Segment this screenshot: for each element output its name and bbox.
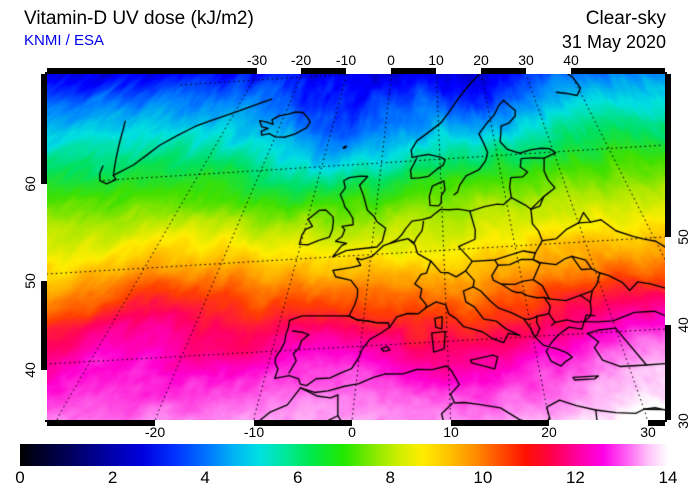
colorbar-tick-label: 14 [658,468,678,487]
colorbar-tick-label: 10 [473,468,493,487]
axis-tick-label-top: -20 [290,52,312,68]
colorbar-tick-label: 8 [385,468,396,487]
uv-dose-map [47,74,665,420]
axis-ticks-bottom [47,420,665,426]
colorbar-tick-label: 0 [15,468,25,487]
axis-tick-label-right: 50 [674,229,688,245]
map-raster [47,74,665,420]
axis-tick-label-bottom: 0 [348,424,356,440]
colorbar-gradient [20,444,668,466]
axis-ticks-top [47,68,665,74]
axis-tick-label-top: 40 [563,52,579,68]
axis-tick-label-bottom: 20 [541,424,557,440]
axis-tick-label-top: 30 [518,52,534,68]
page-title: Vitamin-D UV dose (kJ/m2) [24,8,254,29]
axis-ticks-left [41,74,47,420]
axis-tick-label-left: 60 [21,176,38,192]
axis-tick-label-left: 40 [21,362,38,378]
axis-tick-label-bottom: 30 [640,424,656,440]
condition-label: Clear-sky [585,8,666,29]
axis-tick-label-left: 50 [21,273,38,289]
colorbar-tick-label: 4 [200,468,210,487]
axis-tick-label-top: -10 [335,52,357,68]
colorbar-tick-label: 2 [107,468,118,487]
axis-tick-label-bottom: 10 [443,424,459,440]
colorbar [20,444,668,466]
axis-tick-label-top: 0 [387,52,395,68]
axis-tick-label-top: -30 [246,52,268,68]
axis-tick-label-top: 20 [473,52,489,68]
colorbar-tick-label: 12 [565,468,585,487]
axis-ticks-right [665,74,671,420]
axis-tick-label-bottom: -10 [243,424,265,440]
date-label: 31 May 2020 [561,32,666,52]
axis-tick-label-right: 40 [674,317,688,333]
colorbar-tick-label: 6 [292,468,303,487]
axis-tick-label-bottom: -20 [144,424,166,440]
axis-tick-label-right: 30 [674,413,688,429]
source-credit: KNMI / ESA [24,32,105,49]
axis-tick-label-top: 10 [428,52,444,68]
